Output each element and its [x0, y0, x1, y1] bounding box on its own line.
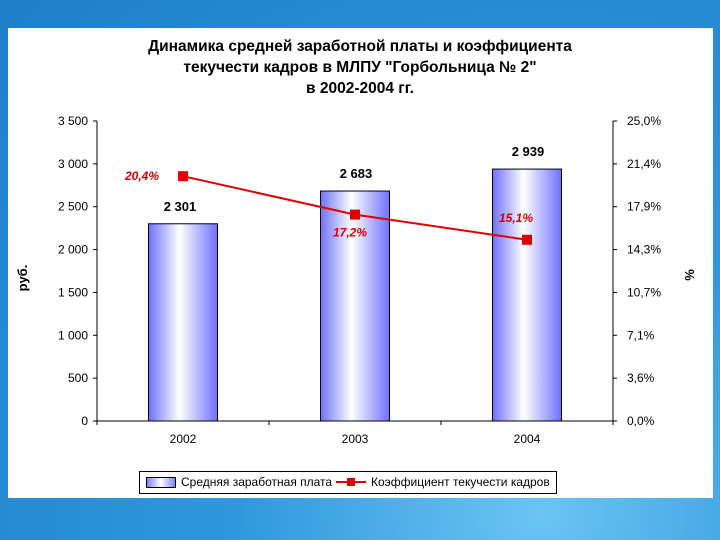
legend-line-swatch [336, 477, 366, 487]
legend-bar-swatch [146, 476, 176, 488]
y2-tick-label: 21,4% [627, 157, 661, 171]
y2-tick-label: 0,0% [627, 414, 655, 428]
x-tick-label: 2003 [342, 432, 369, 446]
bar [492, 168, 562, 422]
chart-title-line-1: Динамика средней заработной платы и коэф… [148, 38, 572, 55]
y2-tick-label: 7,1% [627, 328, 655, 342]
turnover-value-label: 20,4% [124, 169, 159, 183]
turnover-value-label: 15,1% [499, 211, 533, 225]
bar-label-bg [507, 144, 549, 161]
y-tick-label: 1 000 [58, 328, 88, 342]
bar-value-label: 2 683 [340, 166, 373, 181]
turnover-marker [522, 234, 532, 245]
x-tick-label: 2004 [514, 432, 541, 446]
legend-item-salary: Средняя заработная плата [146, 475, 332, 489]
y-axis-label: руб. [15, 265, 30, 292]
bar-value-label: 2 301 [164, 199, 197, 214]
bar-value-label: 2 939 [512, 144, 545, 159]
y-tick-label: 0 [81, 414, 88, 428]
chart-title-line-3: в 2002-2004 гг. [306, 80, 414, 97]
y-tick-label: 2 000 [58, 243, 88, 257]
y-tick-label: 3 000 [58, 157, 88, 171]
legend: Средняя заработная плата Коэффициент тек… [139, 471, 557, 494]
bar-label-bg [159, 198, 201, 215]
y-tick-label: 2 500 [58, 200, 88, 214]
bar-label-bg [335, 166, 377, 183]
bar [148, 223, 218, 422]
y2-tick-label: 3,6% [627, 371, 655, 385]
legend-label-turnover: Коэффициент текучести кадров [371, 475, 550, 489]
y2-tick-label: 25,0% [627, 114, 661, 128]
y2-tick-label: 14,3% [627, 243, 661, 257]
bar [320, 190, 390, 422]
legend-label-salary: Средняя заработная плата [181, 475, 333, 489]
chart-title-line-2: текучести кадров в МЛПУ "Горбольница № 2… [183, 59, 537, 76]
turnover-marker [350, 209, 360, 220]
y-tick-label: 1 500 [58, 285, 88, 299]
turnover-value-label: 17,2% [333, 226, 367, 240]
y2-tick-label: 17,9% [627, 200, 661, 214]
x-tick-label: 2002 [170, 432, 197, 446]
turnover-marker [178, 171, 188, 182]
y-tick-label: 500 [68, 371, 88, 385]
y2-tick-label: 10,7% [627, 285, 661, 299]
y2-axis-label: % [682, 269, 697, 281]
chart-title: Динамика средней заработной платы и коэф… [0, 36, 720, 99]
legend-item-turnover: Коэффициент текучести кадров [336, 475, 550, 489]
y-tick-label: 3 500 [58, 114, 88, 128]
